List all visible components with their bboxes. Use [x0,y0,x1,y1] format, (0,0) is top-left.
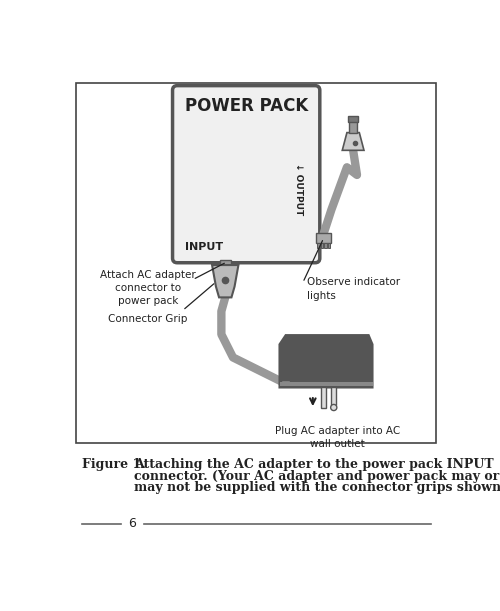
Text: Observe indicator
lights: Observe indicator lights [306,277,400,301]
Bar [348,117,358,122]
Text: Plug AC adapter into AC
wall outlet: Plug AC adapter into AC wall outlet [275,426,400,449]
Text: Attaching the AC adapter to the power pack INPUT: Attaching the AC adapter to the power pa… [134,458,494,471]
Bar [76,82,436,443]
Circle shape [330,404,337,411]
Bar [281,380,290,386]
Text: Figure 1.: Figure 1. [82,458,146,471]
Bar [318,243,320,248]
Text: connector. (Your AC adapter and power pack may or: connector. (Your AC adapter and power pa… [134,470,499,483]
Bar [320,387,326,408]
Bar [220,260,230,265]
Bar [328,243,330,248]
Text: ↓ OUTPUT: ↓ OUTPUT [294,164,302,216]
Bar [280,382,372,386]
Polygon shape [212,265,238,298]
Text: may not be supplied with the connector grips shown.): may not be supplied with the connector g… [134,481,500,494]
Bar [316,233,332,243]
Bar [324,243,327,248]
Bar [332,387,336,405]
Text: POWER PACK: POWER PACK [184,97,308,115]
Polygon shape [280,335,372,387]
Text: INPUT: INPUT [186,241,224,252]
FancyBboxPatch shape [172,86,320,263]
Polygon shape [342,133,364,150]
Bar [349,121,357,133]
Text: 6: 6 [128,518,136,530]
Bar [321,243,324,248]
Text: Attach AC adapter
connector to
power pack: Attach AC adapter connector to power pac… [100,269,196,306]
Text: Connector Grip: Connector Grip [108,313,188,324]
